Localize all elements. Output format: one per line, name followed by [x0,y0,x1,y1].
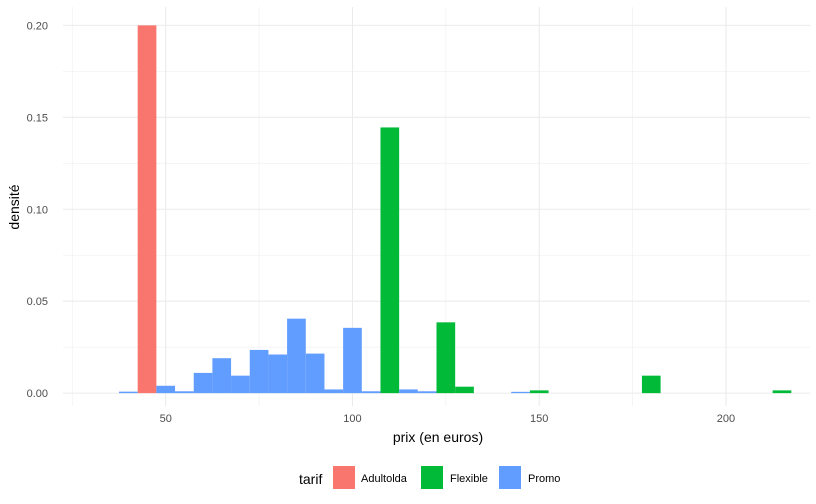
legend-title: tarif [299,471,322,487]
legend-label-adultolda: Adultolda [361,473,408,485]
x-tick-label: 150 [530,413,548,425]
bar-flexible-110 [380,127,400,394]
bar-promo-80 [268,354,288,394]
bar-flexible-215 [772,390,792,394]
histogram-bars [119,25,792,394]
x-axis-tick-labels: 50 100 150 200 [160,413,736,425]
bar-adultolda-45 [137,25,157,394]
y-tick-label: 0.10 [27,204,48,216]
x-axis-title: prix (en euros) [393,429,483,445]
bar-promo-60 [193,372,213,394]
bar-promo-120 [417,391,437,394]
bar-promo-95 [324,389,344,394]
bar-promo-75 [249,349,269,394]
y-tick-label: 0.00 [27,388,48,400]
x-tick-label: 50 [160,413,172,425]
y-tick-label: 0.05 [27,296,48,308]
bar-promo-115 [399,389,418,394]
y-axis-title: densité [6,184,22,229]
legend-label-promo: Promo [528,473,560,485]
bar-flexible-125 [436,322,456,394]
x-tick-label: 200 [717,413,735,425]
bar-promo-105 [361,391,381,394]
bar-promo-85 [287,318,306,394]
bar-flexible-130 [455,386,474,394]
bar-promo-55 [175,391,194,394]
y-axis-tick-labels: 0.00 0.05 0.10 0.15 0.20 [27,20,48,400]
bar-promo-145 [511,391,530,394]
legend-swatch-flexible [421,466,443,489]
bar-promo-65 [212,358,232,394]
bar-flexible-150 [529,390,549,394]
bar-promo-70 [231,375,250,394]
legend: tarif Adultolda Flexible Promo [299,466,560,489]
x-tick-label: 100 [343,413,361,425]
legend-swatch-adultolda [333,466,355,489]
bar-promo-90 [305,353,325,394]
legend-swatch-promo [499,466,521,489]
bar-promo-40 [119,391,138,394]
y-tick-label: 0.20 [27,20,48,32]
y-tick-label: 0.15 [27,112,48,124]
legend-label-flexible: Flexible [450,473,488,485]
bar-flexible-180 [641,375,661,394]
bar-promo-50 [156,385,176,394]
bar-promo-100 [343,327,362,394]
